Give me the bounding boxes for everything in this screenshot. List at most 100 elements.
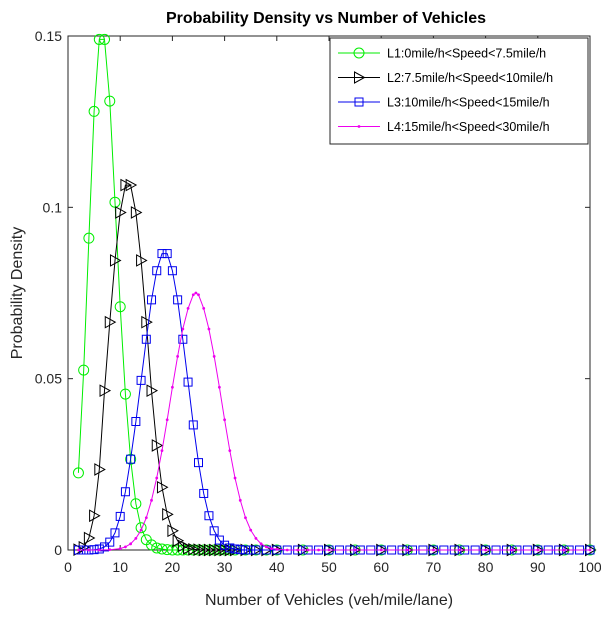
legend-label: L2:7.5mile/h<Speed<10mile/h bbox=[387, 71, 553, 85]
dot-marker bbox=[160, 449, 164, 453]
dot-marker bbox=[129, 542, 133, 546]
square-marker bbox=[126, 454, 136, 464]
square-marker bbox=[183, 377, 193, 387]
square-marker bbox=[115, 511, 125, 521]
circle-marker bbox=[114, 301, 126, 313]
dot-marker bbox=[212, 354, 216, 358]
series-4 bbox=[77, 291, 592, 552]
square-marker bbox=[235, 545, 245, 555]
circle-marker bbox=[353, 47, 365, 59]
dot-marker bbox=[458, 548, 461, 552]
dot-marker bbox=[124, 545, 127, 549]
triangle-marker bbox=[94, 463, 106, 476]
x-tick-label: 0 bbox=[64, 559, 72, 575]
circle-marker bbox=[104, 95, 116, 107]
dot-marker bbox=[327, 548, 331, 552]
dot-marker bbox=[97, 548, 101, 552]
circle-marker bbox=[88, 105, 100, 117]
square-marker bbox=[167, 266, 177, 276]
square-marker bbox=[354, 97, 364, 107]
dot-marker bbox=[202, 307, 206, 310]
circle-marker bbox=[146, 539, 158, 551]
legend-item: L2:7.5mile/h<Speed<10mile/h bbox=[338, 71, 553, 85]
square-marker bbox=[199, 488, 209, 498]
triangle-marker bbox=[89, 509, 101, 523]
legend-label: L3:10mile/h<Speed<15mile/h bbox=[387, 96, 550, 110]
circle-marker bbox=[109, 196, 121, 208]
x-tick-label: 30 bbox=[217, 559, 233, 575]
dot-marker bbox=[306, 548, 310, 552]
circle-marker bbox=[99, 33, 111, 45]
triangle-marker bbox=[99, 384, 112, 398]
dot-marker bbox=[353, 548, 357, 552]
triangle-marker bbox=[354, 71, 366, 84]
series-layer bbox=[72, 33, 597, 557]
dot-marker bbox=[217, 385, 221, 389]
dot-marker bbox=[150, 498, 153, 502]
circle-marker bbox=[93, 33, 105, 45]
square-marker bbox=[157, 249, 167, 259]
x-tick-label: 50 bbox=[321, 559, 337, 575]
legend-label: L1:0mile/h<Speed<7.5mile/h bbox=[387, 47, 546, 61]
dot-marker bbox=[77, 548, 80, 552]
dot-marker bbox=[432, 548, 435, 552]
dot-marker bbox=[259, 542, 263, 546]
dot-marker bbox=[108, 548, 112, 552]
x-tick-label: 60 bbox=[373, 559, 389, 575]
square-marker bbox=[188, 420, 198, 430]
x-axis: 0 10 20 30 40 50 60 70 80 90 100 bbox=[64, 36, 601, 575]
triangle-marker bbox=[115, 206, 127, 219]
circle-marker bbox=[130, 498, 142, 510]
triangle-marker bbox=[156, 480, 169, 494]
square-marker bbox=[225, 543, 235, 553]
triangle-marker bbox=[151, 439, 164, 452]
dot-marker bbox=[191, 293, 195, 297]
dot-marker bbox=[296, 548, 300, 552]
triangle-marker bbox=[141, 315, 153, 329]
y-tick-label: 0.05 bbox=[35, 371, 62, 387]
square-marker bbox=[152, 266, 162, 276]
square-marker bbox=[240, 545, 250, 555]
square-marker bbox=[100, 542, 110, 552]
dot-marker bbox=[588, 548, 592, 552]
dot-marker bbox=[510, 548, 514, 552]
y-axis: 0 0.05 0.1 0.15 bbox=[35, 28, 590, 558]
circle-marker bbox=[83, 232, 95, 244]
triangle-marker bbox=[104, 315, 117, 329]
dot-marker bbox=[197, 293, 200, 297]
x-tick-label: 90 bbox=[530, 559, 546, 575]
dot-marker bbox=[194, 291, 198, 295]
dot-marker bbox=[379, 548, 383, 552]
dot-marker bbox=[244, 516, 247, 520]
x-tick-label: 10 bbox=[112, 559, 128, 575]
y-tick-label: 0.15 bbox=[35, 28, 62, 44]
circle-marker bbox=[125, 453, 137, 465]
square-marker bbox=[246, 545, 256, 555]
dot-marker bbox=[186, 307, 190, 310]
square-marker bbox=[204, 511, 214, 521]
legend-label: L4:15mile/h<Speed<30mile/h bbox=[387, 120, 550, 134]
dot-marker bbox=[181, 327, 185, 331]
dot-marker bbox=[118, 547, 122, 551]
dot-marker bbox=[317, 548, 320, 552]
circle-marker bbox=[156, 543, 168, 555]
square-marker bbox=[110, 528, 120, 538]
dot-marker bbox=[405, 548, 409, 552]
y-tick-label: 0.1 bbox=[43, 199, 63, 215]
dot-marker bbox=[144, 516, 148, 520]
dot-marker bbox=[228, 449, 232, 453]
dot-marker bbox=[165, 418, 169, 422]
dot-marker bbox=[238, 498, 242, 502]
square-marker bbox=[131, 417, 141, 426]
y-axis-title: Probability Density bbox=[9, 227, 26, 360]
x-axis-title: Number of Vehicles (veh/mile/lane) bbox=[205, 592, 453, 609]
x-tick-label: 40 bbox=[269, 559, 285, 575]
dot-marker bbox=[87, 548, 91, 552]
square-marker bbox=[162, 249, 172, 259]
triangle-marker bbox=[125, 178, 138, 192]
square-marker bbox=[105, 537, 115, 547]
dot-marker bbox=[357, 125, 361, 128]
square-marker bbox=[178, 334, 188, 344]
triangle-marker bbox=[130, 206, 143, 219]
